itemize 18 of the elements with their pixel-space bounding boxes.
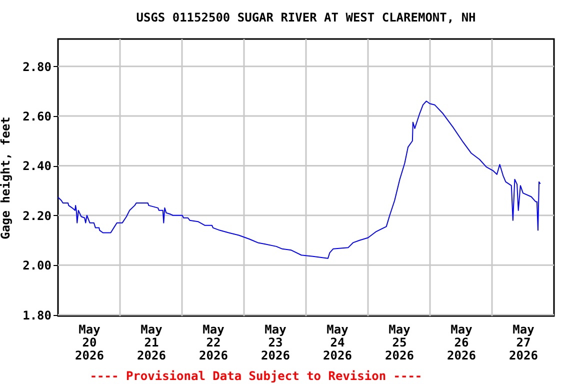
x-tick-label: May 23 2026 <box>261 322 290 362</box>
y-tick-label: 2.80 <box>22 60 52 74</box>
y-tick-label: 2.00 <box>22 258 52 273</box>
y-tick-label: 1.80 <box>22 308 52 322</box>
x-tick-label: May 21 2026 <box>137 322 166 362</box>
x-tick-label: May 22 2026 <box>199 322 228 362</box>
y-tick-label: 2.20 <box>22 208 52 223</box>
x-tick-label: May 25 2026 <box>385 322 414 362</box>
x-tick-label: May 24 2026 <box>323 322 352 362</box>
y-tick-label: 2.40 <box>22 159 52 174</box>
x-tick-label: May 20 2026 <box>75 322 104 362</box>
chart-title: USGS 01152500 SUGAR RIVER AT WEST CLAREMONT, NH <box>136 10 476 24</box>
x-tick-label: May 26 2026 <box>447 322 476 362</box>
x-tick-label: May 27 2026 <box>509 322 538 362</box>
y-tick-label: 2.60 <box>22 110 52 124</box>
line-series <box>58 100 541 259</box>
y-axis-title: Gage height, feet <box>0 116 13 240</box>
text: ---- Provisional Data Subject to Revision ---- <box>90 369 422 383</box>
